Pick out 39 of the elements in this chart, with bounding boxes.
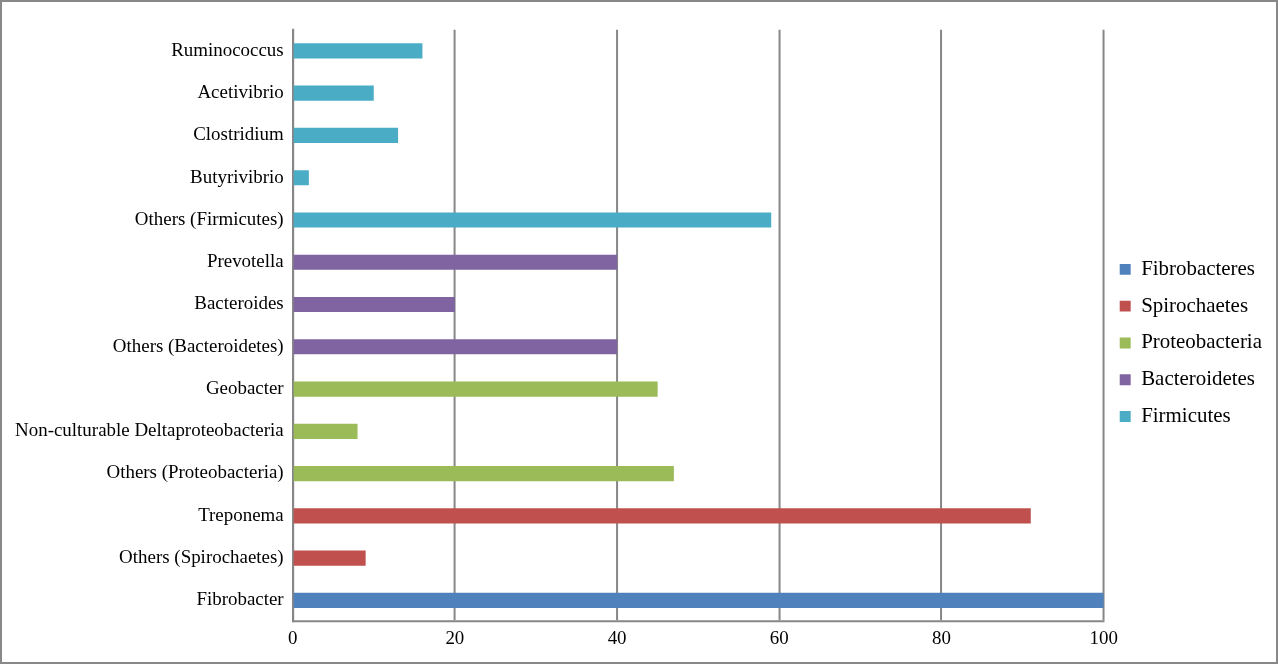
bar xyxy=(293,550,366,566)
bar xyxy=(293,592,1104,608)
y-tick-label: Acetivibrio xyxy=(197,81,284,103)
y-tick-label: Bacteroides xyxy=(194,292,284,314)
bar xyxy=(293,170,309,186)
bar xyxy=(293,381,658,397)
bar xyxy=(293,339,618,355)
y-tick-label: Others (Bacteroidetes) xyxy=(112,334,284,357)
bar xyxy=(293,85,374,101)
y-tick-label: Treponema xyxy=(198,503,285,525)
y-tick-label: Others (Proteobacteria) xyxy=(106,461,284,484)
bar xyxy=(293,43,423,59)
bar xyxy=(293,212,772,228)
y-tick-label: Geobacter xyxy=(205,377,285,398)
y-tick-label: Ruminococcus xyxy=(171,38,284,60)
x-tick-label: 0 xyxy=(287,626,298,648)
y-tick-label: Fibrobacter xyxy=(196,588,285,610)
legend-label: Fibrobacteres xyxy=(1141,255,1256,280)
legend-label: Proteobacteria xyxy=(1141,329,1262,354)
y-tick-label: Butyrivibrio xyxy=(190,165,284,187)
bar xyxy=(293,465,674,482)
y-tick-label: Others (Spirochaetes) xyxy=(119,546,284,569)
x-tick-label: 80 xyxy=(932,626,952,648)
legend-label: Bacteroidetes xyxy=(1141,366,1255,391)
x-tick-label: 20 xyxy=(445,626,465,648)
y-tick-label: Clostridium xyxy=(193,123,284,145)
bar xyxy=(293,423,358,439)
bar xyxy=(293,254,618,270)
legend-label: Firmicutes xyxy=(1141,403,1231,427)
legend-label: Spirochaetes xyxy=(1141,292,1249,317)
y-tick-label: Non-culturable Deltaproteobacteria xyxy=(15,419,285,441)
x-tick-label: 40 xyxy=(607,626,627,648)
y-tick-label: Prevotella xyxy=(206,250,285,272)
x-tick-label: 60 xyxy=(769,626,789,648)
bar xyxy=(293,127,399,144)
bar xyxy=(293,508,1031,524)
bar xyxy=(293,296,455,313)
x-tick-label: 100 xyxy=(1089,626,1118,648)
y-tick-label: Others (Firmicutes) xyxy=(134,207,284,230)
